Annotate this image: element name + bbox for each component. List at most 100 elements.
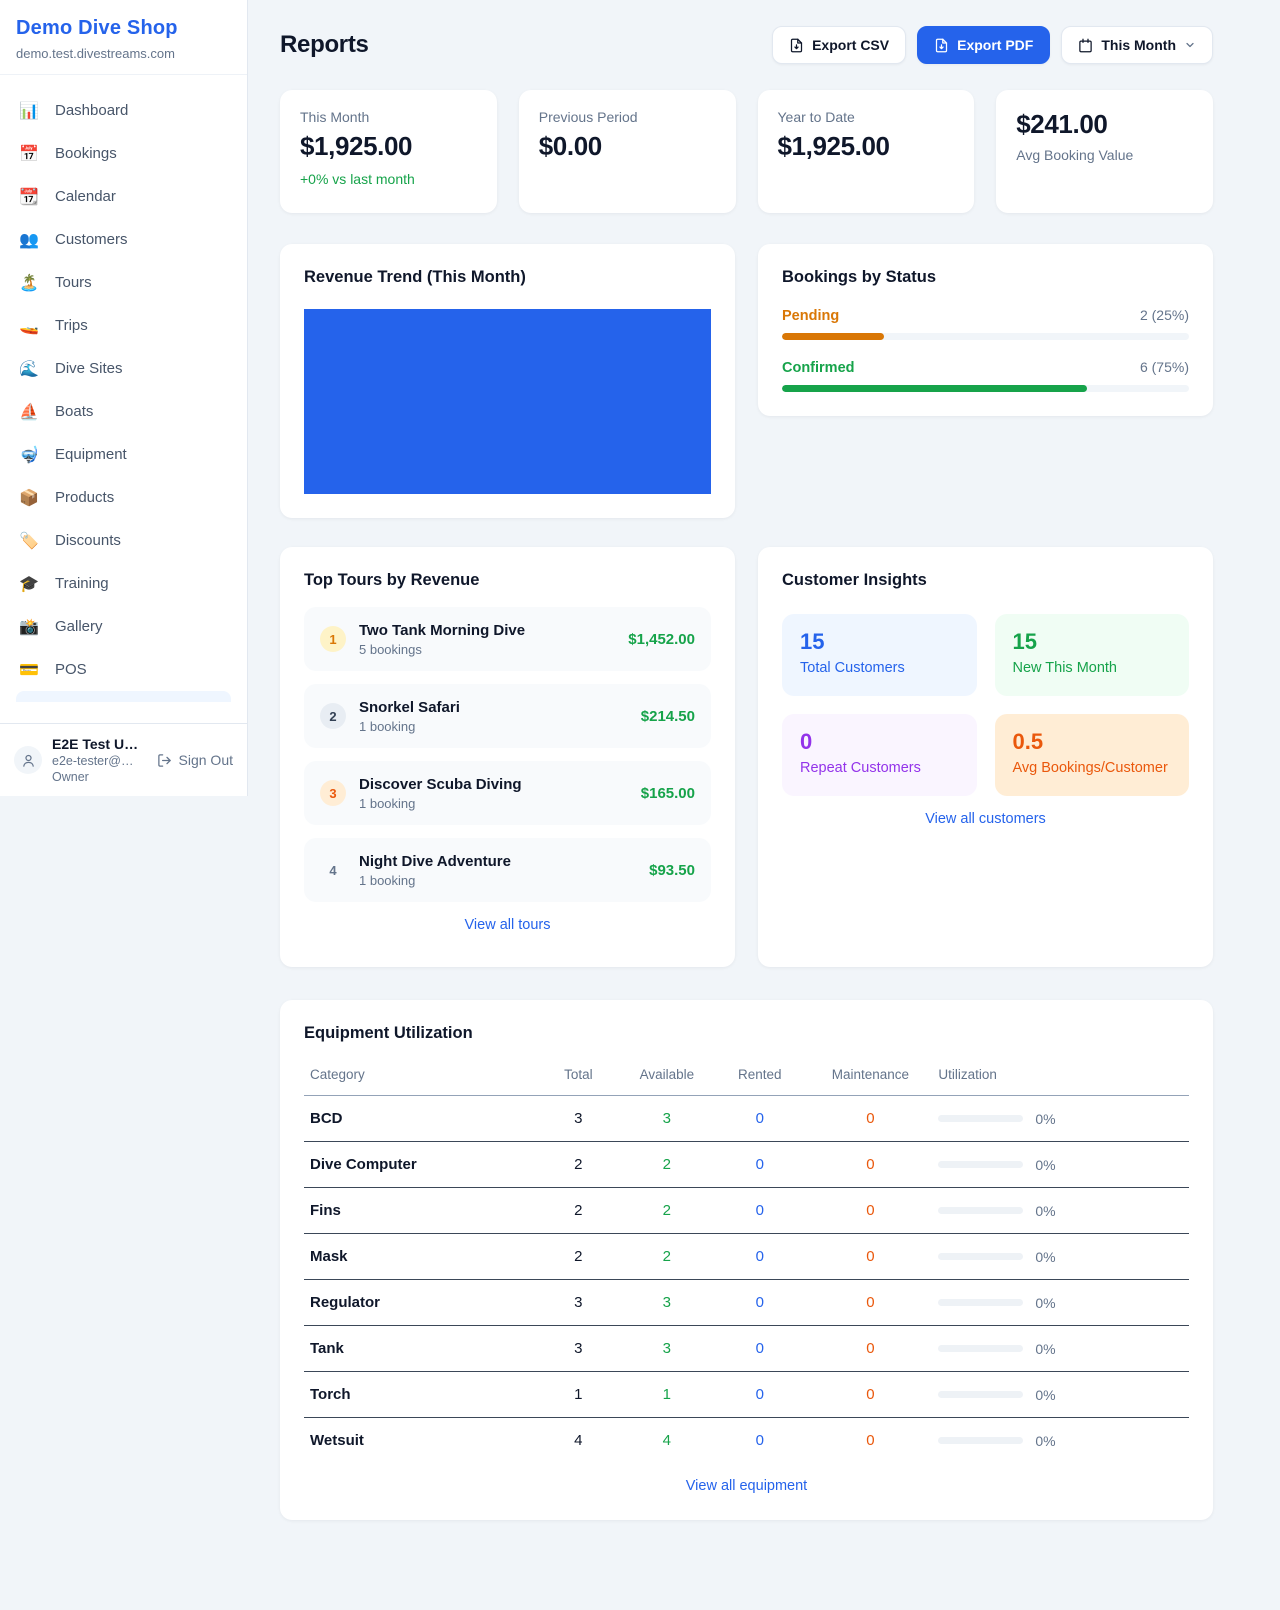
stats-row: This Month $1,925.00 +0% vs last month P… — [280, 90, 1213, 213]
status-count: 6 (75%) — [1139, 359, 1189, 375]
sidebar-item-gallery[interactable]: 📸 Gallery — [8, 605, 239, 648]
sidebar-item-discounts[interactable]: 🏷️ Discounts — [8, 519, 239, 562]
view-all-equipment-link[interactable]: View all equipment — [304, 1478, 1189, 1494]
sidebar-item-label: Training — [55, 575, 109, 592]
sidebar-item-pos[interactable]: 💳 POS — [8, 648, 239, 691]
camera-icon: 📸 — [19, 618, 39, 636]
table-header-row: Category Total Available Rented Maintena… — [304, 1057, 1189, 1096]
progress-track — [782, 333, 1189, 340]
progress-fill — [782, 385, 1088, 392]
page-title: Reports — [280, 31, 369, 58]
sidebar-nav: 📊 Dashboard 📅 Bookings 📆 Calendar 👥 Cust… — [0, 75, 247, 702]
stat-card-previous-period: Previous Period $0.00 — [518, 90, 736, 213]
stat-card-year-to-date: Year to Date $1,925.00 — [757, 90, 975, 213]
package-icon: 📦 — [19, 489, 39, 507]
wave-icon: 🌊 — [19, 360, 39, 378]
rank-badge: 2 — [320, 703, 346, 729]
export-pdf-button[interactable]: Export PDF — [917, 26, 1051, 64]
sidebar-item-equipment[interactable]: 🤿 Equipment — [8, 433, 239, 476]
table-row: Fins 2 2 0 0 0% — [304, 1187, 1189, 1234]
main-content: Reports Export CSV Export PDF This Month… — [248, 0, 1280, 1520]
sidebar-item-bookings[interactable]: 📅 Bookings — [8, 132, 239, 175]
sidebar-item-tours[interactable]: 🏝️ Tours — [8, 261, 239, 304]
top-tours-panel: Top Tours by Revenue 1 Two Tank Morning … — [280, 547, 735, 967]
page-header: Reports Export CSV Export PDF This Month — [280, 26, 1213, 64]
column-header: Utilization — [932, 1057, 1189, 1096]
stat-card-avg-booking-value: $241.00 Avg Booking Value — [996, 90, 1213, 213]
tour-revenue: $1,452.00 — [628, 630, 695, 648]
sidebar-item-label: Dashboard — [55, 102, 129, 119]
utilization-track — [938, 1161, 1024, 1168]
export-csv-button[interactable]: Export CSV — [772, 26, 907, 64]
panel-title: Equipment Utilization — [304, 1024, 473, 1042]
column-header: Rented — [711, 1057, 809, 1096]
chevron-down-icon — [1186, 42, 1194, 48]
utilization-track — [938, 1299, 1024, 1306]
tile-value: 15 — [1012, 629, 1037, 654]
sidebar-item-customers[interactable]: 👥 Customers — [8, 218, 239, 261]
sidebar-item-trips[interactable]: 🚤 Trips — [8, 304, 239, 347]
tile-value: 15 — [800, 629, 825, 654]
view-all-tours-link[interactable]: View all tours — [304, 917, 711, 933]
rank-badge: 3 — [320, 780, 346, 806]
list-item: 4 Night Dive Adventure 1 booking $93.50 — [304, 838, 711, 902]
stat-value: $0.00 — [538, 131, 602, 161]
sidebar-item-dashboard[interactable]: 📊 Dashboard — [8, 89, 239, 132]
stat-delta: +0% vs last month — [300, 171, 415, 187]
tile-label: Avg Bookings/Customer — [1012, 760, 1168, 776]
period-label: This Month — [1101, 37, 1176, 53]
view-all-customers-link[interactable]: View all customers — [782, 811, 1189, 827]
column-header: Total — [534, 1057, 623, 1096]
sidebar-item-label: Equipment — [55, 446, 127, 463]
sidebar-item-label: Trips — [55, 317, 88, 334]
stat-label: Avg Booking Value — [1016, 147, 1134, 163]
tile-value: 0 — [800, 729, 813, 754]
status-row-confirmed: Confirmed 6 (75%) — [782, 359, 1189, 392]
status-count: 2 (25%) — [1139, 307, 1189, 323]
stat-value: $1,925.00 — [777, 131, 890, 161]
export-csv-label: Export CSV — [812, 37, 890, 53]
tile-label: Total Customers — [800, 660, 905, 676]
diving-mask-icon: 🤿 — [19, 446, 39, 464]
sidebar-item-dive-sites[interactable]: 🌊 Dive Sites — [8, 347, 239, 390]
bar-chart-icon: 📊 — [19, 102, 39, 120]
utilization-track — [938, 1437, 1024, 1444]
status-row-pending: Pending 2 (25%) — [782, 307, 1189, 340]
file-download-icon — [935, 38, 948, 52]
revenue-trend-panel: Revenue Trend (This Month) — [280, 244, 735, 518]
sidebar-item-training[interactable]: 🎓 Training — [8, 562, 239, 605]
period-dropdown[interactable]: This Month — [1061, 26, 1213, 64]
progress-track — [782, 385, 1189, 392]
tear-calendar-icon: 📆 — [19, 188, 39, 206]
status-label: Confirmed — [782, 360, 855, 376]
sidebar-item-boats[interactable]: ⛵ Boats — [8, 390, 239, 433]
user-avatar-icon — [22, 754, 34, 767]
customer-insights-panel: Customer Insights 15 Total Customers 15 … — [758, 547, 1213, 967]
sidebar-item-label: Gallery — [55, 618, 103, 635]
tour-bookings: 1 booking — [359, 872, 416, 888]
insight-tile-avg-bookings: 0.5 Avg Bookings/Customer — [994, 714, 1189, 796]
status-rows: Pending 2 (25%) Confirmed 6 (75%) — [782, 307, 1189, 392]
sidebar-item-label: Dive Sites — [55, 360, 123, 377]
utilization-track — [938, 1345, 1024, 1352]
tour-revenue: $165.00 — [640, 784, 695, 802]
file-download-icon — [790, 38, 803, 52]
insight-tile-new-this-month: 15 New This Month — [994, 614, 1189, 696]
tile-label: Repeat Customers — [800, 760, 921, 776]
tour-list: 1 Two Tank Morning Dive 5 bookings $1,45… — [304, 607, 711, 902]
equipment-table: Category Total Available Rented Maintena… — [304, 1057, 1189, 1463]
sign-out-button[interactable]: Sign Out — [157, 752, 233, 768]
sidebar-item-products[interactable]: 📦 Products — [8, 476, 239, 519]
table-row: Torch 1 1 0 0 0% — [304, 1371, 1189, 1418]
brand[interactable]: Demo Dive Shop demo.test.divestreams.com — [0, 0, 247, 75]
sidebar-item-label: POS — [55, 661, 87, 678]
sidebar-item-calendar[interactable]: 📆 Calendar — [8, 175, 239, 218]
sidebar: Demo Dive Shop demo.test.divestreams.com… — [0, 0, 248, 796]
column-header: Category — [304, 1057, 535, 1096]
utilization-track — [938, 1253, 1024, 1260]
sidebar-item-label: Products — [55, 489, 115, 506]
sign-out-label: Sign Out — [178, 752, 233, 768]
rank-badge: 4 — [329, 862, 337, 878]
column-header: Available — [622, 1057, 712, 1096]
credit-card-icon: 💳 — [19, 661, 39, 679]
